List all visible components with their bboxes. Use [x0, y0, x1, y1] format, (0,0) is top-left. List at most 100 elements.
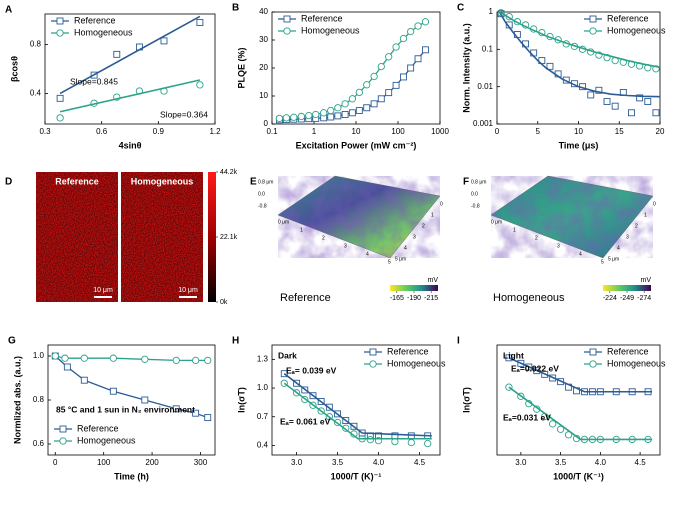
x-tick-label: 4.0 [595, 458, 607, 467]
data-point [113, 93, 121, 101]
data-point [533, 405, 541, 413]
data-point [546, 32, 554, 41]
y-tick-label: 0.001 [473, 119, 494, 128]
z-tick-label: -0.8 [471, 203, 480, 209]
annotation: Light [503, 350, 524, 360]
y-tick-label: 0.6 [33, 439, 45, 448]
data-point [80, 354, 88, 362]
annotation: Slope=0.845 [70, 76, 118, 86]
surface-texture [491, 176, 653, 258]
data-point [541, 412, 549, 421]
legend-label: Homogeneous [74, 27, 133, 37]
x-tick-label: 0.9 [153, 127, 165, 136]
data-point [407, 438, 415, 447]
data-point [135, 87, 144, 95]
annotation: Dark [278, 350, 297, 360]
data-point [325, 403, 333, 411]
data-point [297, 112, 306, 121]
data-point [363, 81, 371, 89]
data-point [204, 414, 212, 422]
data-point [350, 422, 358, 430]
annotation: 85 °C and 1 sun in N₂ environment [56, 404, 195, 414]
colorbar-label: -224 [603, 295, 617, 302]
data-point [355, 107, 363, 115]
x-tick-label: 3 [557, 243, 560, 249]
data-point [160, 87, 168, 95]
data-point [611, 102, 619, 110]
data-point [327, 113, 335, 121]
data-point [135, 43, 143, 51]
data-point [204, 356, 212, 365]
data-point [644, 388, 652, 396]
data-point [570, 80, 578, 88]
data-point [595, 51, 603, 59]
colorbar-label: 22.1k [220, 234, 238, 241]
data-point [317, 397, 325, 405]
legend-marker [369, 360, 377, 368]
panel-label: G [8, 336, 16, 347]
data-point [603, 53, 611, 62]
x-tick-label: 100 [391, 127, 405, 136]
data-point [595, 86, 603, 94]
x-tick-label: 0 μm [491, 219, 502, 225]
y-tick-label: 0 [440, 201, 443, 207]
x-tick-label: 0 [53, 458, 58, 467]
colorbar-unit: mV [641, 277, 652, 284]
panel-label: E [250, 177, 257, 188]
z-tick-label: -0.8 [258, 203, 267, 209]
colorbar-label: 44.2k [220, 169, 238, 176]
panel-label: I [457, 336, 460, 347]
data-point [505, 21, 513, 29]
data-point [109, 354, 117, 362]
legend-label: Reference [387, 346, 429, 356]
y-tick-label: 30 [259, 35, 268, 44]
data-point [652, 65, 660, 73]
data-point [596, 435, 605, 444]
data-point [538, 57, 546, 65]
x-tick-label: 200 [145, 458, 159, 467]
panel-label: D [5, 177, 12, 188]
data-point [392, 43, 400, 51]
data-point [355, 88, 363, 97]
x-tick-label: 4.5 [635, 458, 647, 467]
data-point [320, 109, 328, 117]
data-point [342, 424, 350, 432]
series-line [55, 355, 208, 362]
x-tick-label: 4.0 [373, 458, 385, 467]
plot-frame [271, 344, 441, 456]
y-axis-label: βcosθ [9, 56, 19, 82]
x-tick-label: 2 [535, 235, 538, 241]
legend-label: Homogeneous [387, 358, 446, 368]
data-point [406, 27, 415, 36]
data-point [309, 392, 317, 400]
panel-label: C [457, 3, 464, 14]
data-point [644, 98, 652, 105]
data-point [572, 434, 581, 443]
data-point [317, 407, 325, 415]
data-point [530, 49, 538, 57]
colorbar-label: 0k [220, 299, 228, 306]
data-point [628, 388, 636, 396]
data-point [580, 435, 589, 444]
colorbar-label: -165 [390, 295, 404, 302]
data-point [391, 437, 399, 446]
data-point [377, 62, 385, 71]
data-point [652, 109, 660, 117]
x-tick-label: 1 [312, 127, 317, 136]
data-point [191, 356, 200, 365]
legend-marker [56, 29, 64, 37]
data-point [628, 435, 636, 444]
annotation: Slope=0.364 [160, 109, 208, 119]
fit-line [283, 373, 432, 437]
x-tick-label: 100 [97, 458, 111, 467]
data-point [581, 388, 588, 396]
panel-label: F [463, 177, 469, 188]
colorbar-unit: mV [428, 277, 439, 284]
x-tick-label: 300 [194, 458, 208, 467]
colorbar-label: -274 [637, 295, 651, 302]
legend-marker [589, 360, 597, 368]
data-point [505, 13, 513, 21]
x-tick-label: 5 [601, 259, 604, 265]
z-tick-label: 0.0 [471, 191, 478, 197]
data-point [61, 354, 69, 362]
